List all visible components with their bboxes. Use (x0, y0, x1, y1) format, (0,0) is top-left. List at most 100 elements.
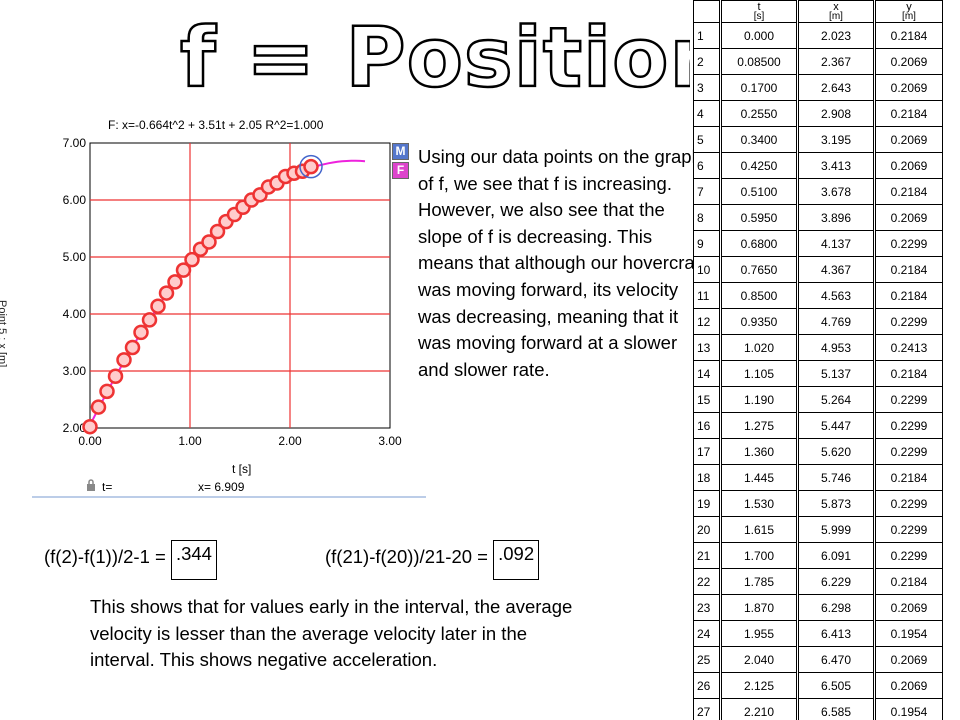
cell-t: 1.360 (719, 438, 798, 465)
data-point (201, 234, 217, 250)
row-index: 17 (693, 438, 721, 465)
table-row[interactable]: 7 0.5100 3.678 0.2184 (693, 178, 943, 205)
column-name: y (906, 0, 912, 13)
conclusion-paragraph: This shows that for values early in the … (90, 596, 573, 671)
cell-y: 0.2299 (873, 308, 943, 335)
cell-t: 0.8500 (719, 282, 798, 309)
fit-button[interactable]: F (392, 162, 409, 179)
cell-x: 3.678 (796, 178, 875, 205)
cell-t: 1.785 (719, 568, 798, 595)
table-row[interactable]: 16 1.275 5.447 0.2299 (693, 412, 943, 439)
status-x-value: x= 6.909 (198, 480, 245, 494)
cell-x: 3.195 (796, 126, 875, 153)
cell-x: 6.585 (796, 698, 875, 720)
cell-t: 0.2550 (719, 100, 798, 127)
row-index: 22 (693, 568, 721, 595)
table-row[interactable]: 3 0.1700 2.643 0.2069 (693, 74, 943, 101)
table-row[interactable]: 12 0.9350 4.769 0.2299 (693, 308, 943, 335)
cell-x: 5.873 (796, 490, 875, 517)
x-tick-label: 3.00 (378, 434, 402, 448)
table-row[interactable]: 21 1.700 6.091 0.2299 (693, 542, 943, 569)
table-row[interactable]: 8 0.5950 3.896 0.2069 (693, 204, 943, 231)
cell-y: 0.2069 (873, 152, 943, 179)
column-header-x: x [m] (796, 0, 875, 23)
cell-y: 0.2069 (873, 74, 943, 101)
cell-x: 5.264 (796, 386, 875, 413)
cell-x: 5.447 (796, 412, 875, 439)
table-row[interactable]: 22 1.785 6.229 0.2184 (693, 568, 943, 595)
cell-y: 0.2184 (873, 360, 943, 387)
cell-y: 0.2069 (873, 126, 943, 153)
position-graph[interactable]: 0.00 1.00 2.00 3.00 2.00 3.00 4.00 5.00 6.00 7.00 (30, 108, 430, 500)
cell-y: 0.2069 (873, 646, 943, 673)
table-row[interactable]: 6 0.4250 3.413 0.2069 (693, 152, 943, 179)
cell-x: 6.298 (796, 594, 875, 621)
table-row[interactable]: 26 2.125 6.505 0.2069 (693, 672, 943, 699)
row-index: 23 (693, 594, 721, 621)
table-row[interactable]: 10 0.7650 4.367 0.2184 (693, 256, 943, 283)
data-point (99, 383, 115, 400)
explanation-paragraph: Using our data points on the graph of f,… (418, 146, 705, 380)
table-row[interactable]: 4 0.2550 2.908 0.2184 (693, 100, 943, 127)
cell-y: 0.2069 (873, 672, 943, 699)
table-row[interactable]: 15 1.190 5.264 0.2299 (693, 386, 943, 413)
table-row[interactable]: 14 1.105 5.137 0.2184 (693, 360, 943, 387)
table-row[interactable]: 17 1.360 5.620 0.2299 (693, 438, 943, 465)
column-unit: [m] (829, 10, 843, 22)
data-table-panel: t [s] x [m] y [m] 1 0.000 2.023 0.2184 2 0.08… (693, 0, 960, 720)
column-name: x (833, 0, 839, 13)
cell-t: 1.870 (719, 594, 798, 621)
data-table: t [s] x [m] y [m] 1 0.000 2.023 0.2184 2 0.08… (693, 0, 943, 720)
y-tick-label: 4.00 (63, 307, 87, 321)
formula-expression: (f(21)-f(20))/21-20 = (325, 546, 494, 567)
cell-y: 0.2299 (873, 490, 943, 517)
cell-x: 6.413 (796, 620, 875, 647)
manual-fit-button[interactable]: M (392, 143, 409, 160)
cell-x: 6.470 (796, 646, 875, 673)
row-index: 20 (693, 516, 721, 543)
table-row[interactable]: 23 1.870 6.298 0.2069 (693, 594, 943, 621)
row-index: 10 (693, 256, 721, 283)
data-point (158, 285, 175, 301)
table-row[interactable]: 18 1.445 5.746 0.2184 (693, 464, 943, 491)
column-unit: [m] (902, 10, 916, 22)
cell-t: 2.210 (719, 698, 798, 720)
table-row[interactable]: 5 0.3400 3.195 0.2069 (693, 126, 943, 153)
row-index: 12 (693, 308, 721, 335)
cell-t: 2.040 (719, 646, 798, 673)
row-index: 4 (693, 100, 721, 127)
cell-t: 0.7650 (719, 256, 798, 283)
data-point (107, 368, 124, 384)
cell-t: 1.105 (719, 360, 798, 387)
y-tick-label: 2.00 (63, 421, 87, 435)
cell-x: 5.999 (796, 516, 875, 543)
index-header (693, 0, 721, 23)
cell-y: 0.2299 (873, 412, 943, 439)
cell-x: 5.746 (796, 464, 875, 491)
cell-x: 5.620 (796, 438, 875, 465)
data-point (82, 418, 98, 435)
cell-x: 4.953 (796, 334, 875, 361)
cell-x: 4.563 (796, 282, 875, 309)
cell-y: 0.2069 (873, 48, 943, 75)
table-row[interactable]: 27 2.210 6.585 0.1954 (693, 698, 943, 720)
data-point (167, 274, 183, 290)
cell-t: 1.020 (719, 334, 798, 361)
table-row[interactable]: 11 0.8500 4.563 0.2184 (693, 282, 943, 309)
plot-area (89, 142, 391, 429)
table-row[interactable]: 25 2.040 6.470 0.2069 (693, 646, 943, 673)
table-row[interactable]: 13 1.020 4.953 0.2413 (693, 334, 943, 361)
table-row[interactable]: 2 0.08500 2.367 0.2069 (693, 48, 943, 75)
data-point (209, 223, 226, 240)
cell-y: 0.2184 (873, 568, 943, 595)
y-tick-label: 6.00 (63, 193, 87, 207)
table-row[interactable]: 19 1.530 5.873 0.2299 (693, 490, 943, 517)
cell-t: 1.445 (719, 464, 798, 491)
lock-icon[interactable] (86, 479, 96, 491)
table-row[interactable]: 20 1.615 5.999 0.2299 (693, 516, 943, 543)
table-row[interactable]: 9 0.6800 4.137 0.2299 (693, 230, 943, 257)
row-index: 9 (693, 230, 721, 257)
table-row[interactable]: 1 0.000 2.023 0.2184 (693, 22, 943, 49)
table-row[interactable]: 24 1.955 6.413 0.1954 (693, 620, 943, 647)
